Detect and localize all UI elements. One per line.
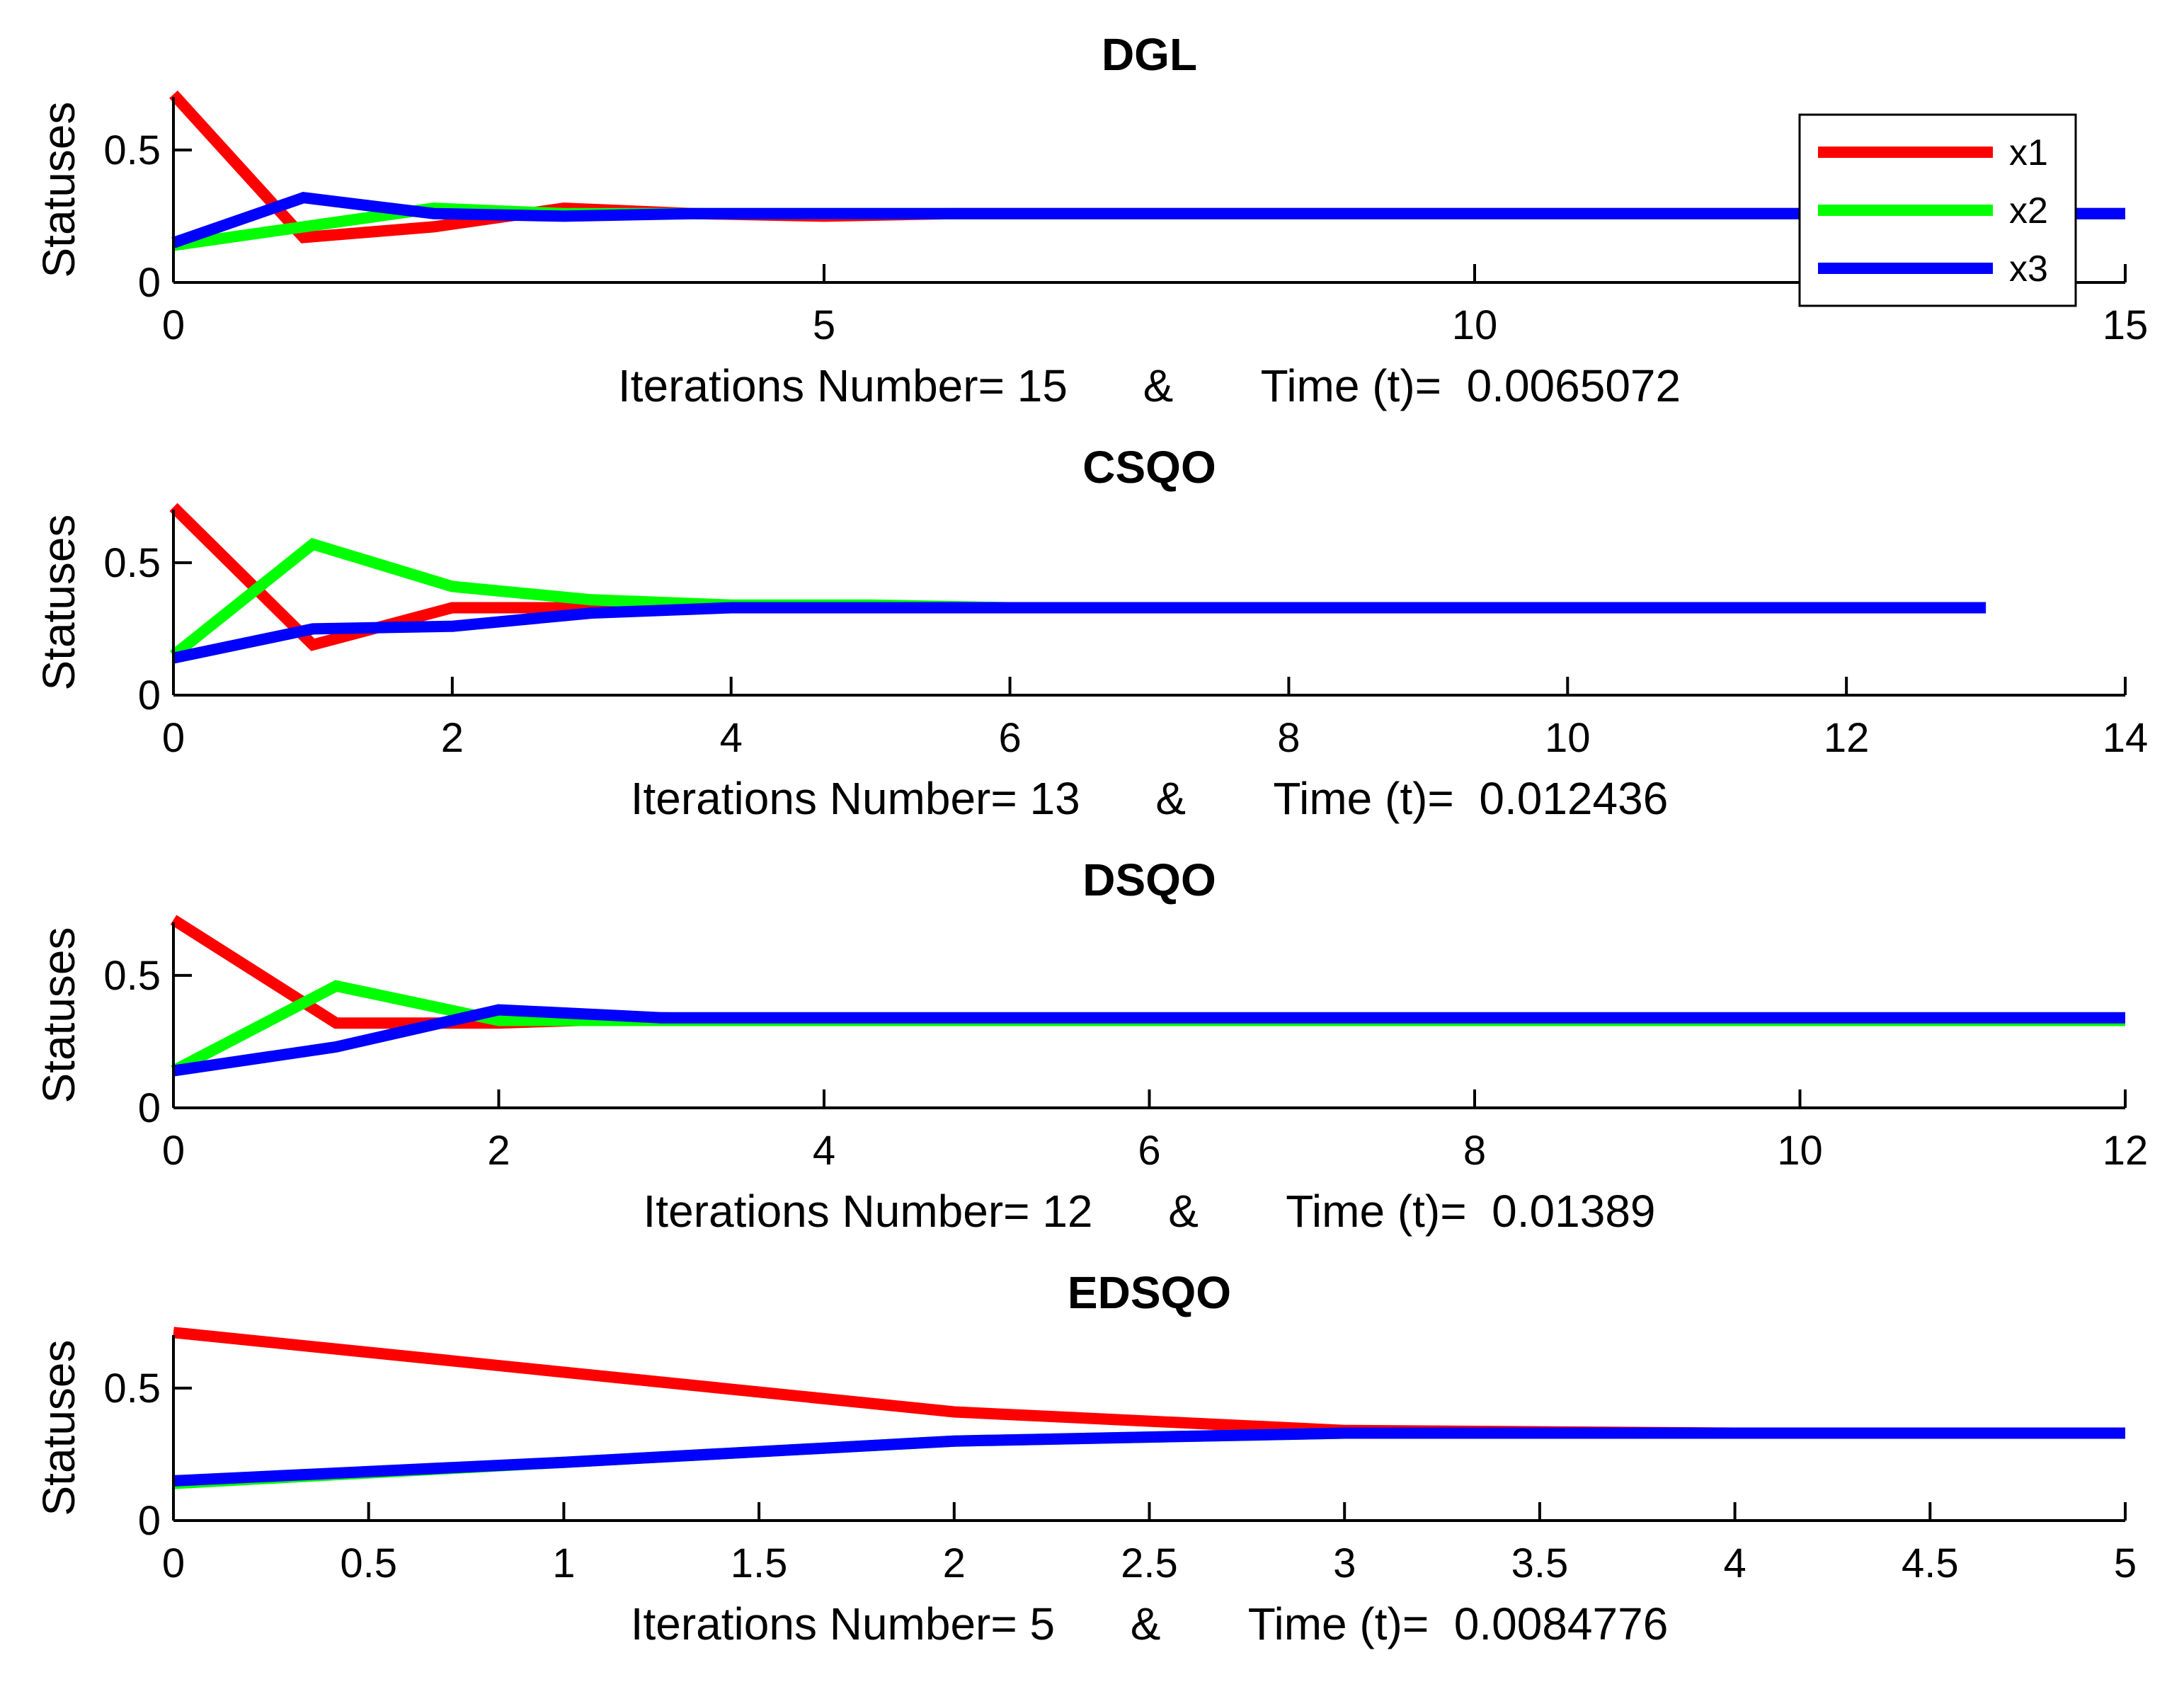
x-tick-label: 6 bbox=[1138, 1128, 1160, 1174]
x-tick-label: 3 bbox=[1333, 1540, 1356, 1586]
legend-label-x1: x1 bbox=[2009, 132, 2048, 173]
y-tick-label: 0 bbox=[138, 260, 161, 306]
series-line-x1 bbox=[173, 1327, 2125, 1439]
x-tick-label: 0 bbox=[162, 715, 185, 761]
x-tick-label: 0 bbox=[162, 1128, 185, 1174]
y-axis-label: Statuses bbox=[33, 1339, 84, 1516]
x-axis-label: Iterations Number= 13 & Time (t)= 0.0124… bbox=[631, 773, 1669, 824]
series-line-x2 bbox=[170, 537, 1986, 660]
subplot-dsqo: DSQO Statuses Iterations Number= 12 & Time… bbox=[33, 854, 2148, 1237]
x-tick-label: 1.5 bbox=[731, 1540, 788, 1586]
x-tick-label: 1 bbox=[552, 1540, 575, 1586]
x-tick-label: 15 bbox=[2103, 302, 2149, 348]
series-line-x3 bbox=[172, 1004, 2125, 1077]
y-axis-label: Statuses bbox=[33, 514, 84, 690]
subplot-title: DSQO bbox=[1082, 854, 1216, 905]
x-tick-label: 10 bbox=[1777, 1128, 1823, 1174]
x-tick-label: 0 bbox=[162, 302, 185, 348]
y-tick-label: 0 bbox=[138, 1085, 161, 1131]
subplot-title: EDSQO bbox=[1068, 1267, 1231, 1318]
subplot-csqo: CSQO Statuses Iterations Number= 13 & Time… bbox=[33, 442, 2148, 824]
x-tick-label: 8 bbox=[1277, 715, 1300, 761]
x-tick-label: 14 bbox=[2103, 715, 2149, 761]
legend-label-x3: x3 bbox=[2009, 248, 2048, 290]
y-tick-label: 0.5 bbox=[103, 127, 161, 173]
series-line-x3 bbox=[173, 1427, 2125, 1487]
x-tick-label: 10 bbox=[1452, 302, 1498, 348]
y-tick-label: 0.5 bbox=[103, 540, 161, 586]
x-axis-label: Iterations Number= 12 & Time (t)= 0.0138… bbox=[644, 1186, 1656, 1237]
x-tick-label: 4 bbox=[813, 1128, 835, 1174]
y-axis-label: Statuses bbox=[33, 927, 84, 1103]
x-tick-label: 0.5 bbox=[340, 1540, 397, 1586]
subplot-title: CSQO bbox=[1082, 442, 1216, 493]
x-tick-label: 2 bbox=[441, 715, 464, 761]
x-tick-label: 12 bbox=[2103, 1128, 2149, 1174]
y-axis-label: Statuses bbox=[33, 101, 84, 277]
y-tick-label: 0.5 bbox=[103, 953, 161, 999]
x-axis-label: Iterations Number= 5 & Time (t)= 0.00847… bbox=[631, 1598, 1669, 1649]
x-tick-label: 4.5 bbox=[1902, 1540, 1959, 1586]
y-tick-label: 0 bbox=[138, 673, 161, 719]
y-tick-label: 0.5 bbox=[103, 1366, 161, 1412]
x-tick-label: 2.5 bbox=[1121, 1540, 1178, 1586]
x-tick-label: 6 bbox=[998, 715, 1021, 761]
legend: x1 x2 x3 bbox=[1798, 113, 2077, 307]
series-line-x1 bbox=[170, 915, 2125, 1029]
x-tick-label: 4 bbox=[720, 715, 743, 761]
subplot-edsqo: EDSQO Statuses Iterations Number= 5 & Time… bbox=[33, 1267, 2137, 1649]
x-tick-label: 2 bbox=[487, 1128, 510, 1174]
x-tick-label: 3.5 bbox=[1511, 1540, 1569, 1586]
x-tick-label: 5 bbox=[2114, 1540, 2137, 1586]
y-tick-label: 0 bbox=[138, 1498, 161, 1544]
x-tick-label: 10 bbox=[1545, 715, 1591, 761]
x-tick-label: 5 bbox=[813, 302, 835, 348]
x-axis-label: Iterations Number= 15 & Time (t)= 0.0065… bbox=[618, 360, 1681, 411]
x-tick-label: 12 bbox=[1824, 715, 1870, 761]
series-line-x3 bbox=[172, 602, 1986, 664]
legend-label-x2: x2 bbox=[2009, 190, 2048, 231]
x-tick-label: 4 bbox=[1723, 1540, 1746, 1586]
x-tick-label: 0 bbox=[162, 1540, 185, 1586]
x-tick-label: 2 bbox=[943, 1540, 966, 1586]
subplot-title: DGL bbox=[1102, 29, 1197, 80]
x-tick-label: 8 bbox=[1463, 1128, 1486, 1174]
